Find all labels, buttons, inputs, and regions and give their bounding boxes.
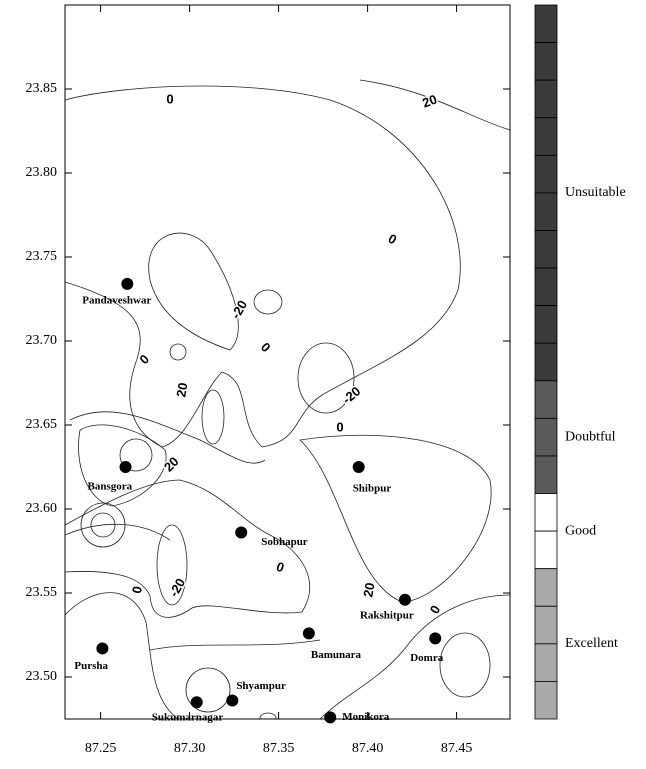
contour-label: 20 (420, 91, 439, 110)
legend-swatch (534, 568, 558, 607)
legend-swatch (534, 42, 558, 81)
legend-label: Unsuitable (565, 185, 626, 200)
legend-swatch (534, 4, 558, 43)
legend-swatch (534, 643, 558, 682)
legend-swatch (534, 681, 558, 720)
site-marker (398, 593, 411, 606)
legend-swatch (534, 230, 558, 269)
legend-swatch (534, 417, 558, 457)
y-tick-label: 23.65 (26, 417, 58, 432)
site-marker (119, 461, 132, 473)
contour-fill (65, 5, 510, 719)
contour-label: 20 (360, 581, 377, 598)
x-tick-label: 87.40 (352, 741, 384, 756)
site-label: Shyampur (236, 680, 286, 692)
site-marker (96, 642, 109, 655)
x-tick-label: 87.25 (85, 741, 117, 756)
site-marker (302, 627, 315, 640)
site-label: Domra (410, 652, 443, 664)
legend-label: Good (565, 523, 596, 538)
site-label: Bansgora (88, 481, 133, 493)
site-label: Rakshitpur (360, 609, 414, 621)
site-label: Sobhapur (261, 536, 308, 548)
y-tick-label: 23.50 (26, 669, 58, 684)
site-marker (121, 277, 134, 290)
y-tick-label: 23.60 (26, 501, 58, 516)
legend-swatch (534, 154, 558, 194)
legend-swatch (534, 267, 558, 307)
legend-swatch (534, 342, 558, 382)
legend-label: Excellent (565, 636, 618, 651)
legend-swatch (534, 530, 558, 570)
y-tick-label: 23.80 (26, 165, 58, 180)
site-label: Bamunara (311, 649, 362, 661)
site-label: Pandaveshwar (82, 294, 151, 306)
y-tick-label: 23.75 (26, 249, 58, 264)
legend-swatch (534, 455, 558, 494)
legend-swatch (534, 605, 558, 645)
y-tick-label: 23.70 (26, 333, 58, 348)
site-marker (235, 526, 248, 539)
legend-swatch (534, 305, 558, 344)
site-marker (226, 694, 239, 707)
x-tick-label: 87.45 (441, 741, 473, 756)
legend-label: Doubtful (565, 429, 616, 444)
y-tick-label: 23.85 (26, 81, 58, 96)
legend-swatch (534, 117, 558, 156)
site-marker (429, 632, 442, 645)
site-label: Monikora (342, 711, 390, 723)
legend-swatch (534, 380, 558, 419)
x-tick-label: 87.35 (263, 741, 295, 756)
colorbar: Unsuitable Doubtful Good Excellent (534, 4, 626, 720)
contour-label: 0 (336, 419, 343, 434)
site-label: Pursha (74, 660, 108, 672)
y-tick-label: 23.55 (26, 585, 58, 600)
contour-label: 0 (166, 91, 173, 106)
x-tick-label: 87.30 (174, 741, 206, 756)
legend-swatch (534, 79, 558, 119)
site-marker (352, 461, 365, 473)
site-marker (190, 696, 203, 709)
legend-swatch (534, 192, 558, 231)
site-label: Shibpur (353, 483, 392, 495)
site-label: Sukumarnagar (152, 712, 224, 724)
plot-frame (64, 4, 511, 720)
contour-label: 20 (173, 381, 190, 398)
site-marker (324, 711, 337, 724)
legend-swatch (534, 493, 558, 532)
